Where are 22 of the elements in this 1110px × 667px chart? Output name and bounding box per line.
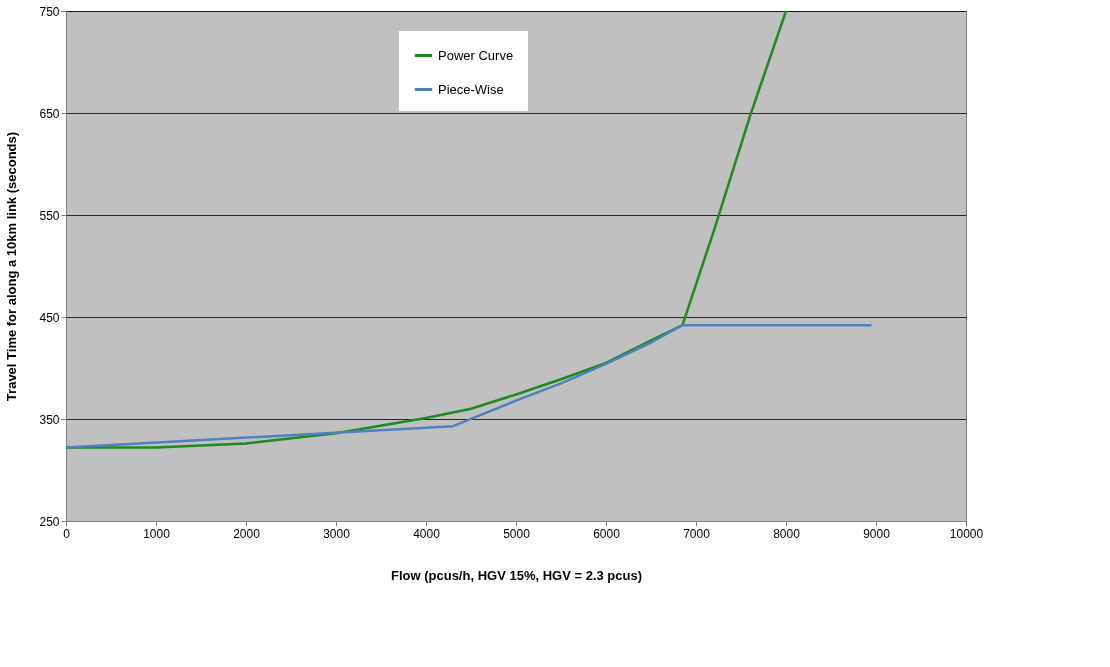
x-tick-label: 4000 bbox=[413, 526, 441, 541]
x-tick-label: 1000 bbox=[143, 526, 171, 541]
y-tick-label: 350 bbox=[39, 412, 60, 427]
y-tick-label: 250 bbox=[39, 514, 60, 529]
legend-label: Power Curve bbox=[438, 47, 514, 63]
line-series bbox=[64, 323, 873, 449]
x-tick-label: 5000 bbox=[503, 526, 531, 541]
x-tick-label: 2000 bbox=[233, 526, 261, 541]
y-tick-label: 750 bbox=[39, 4, 60, 19]
x-tick-label: 3000 bbox=[323, 526, 351, 541]
x-tick-label: 7000 bbox=[683, 526, 711, 541]
y-tick-label: 550 bbox=[39, 208, 60, 223]
x-tick-label: 9000 bbox=[863, 526, 891, 541]
x-axis-title: Flow (pcus/h, HGV 15%, HGV = 2.3 pcus) bbox=[390, 567, 643, 583]
x-tick-label: 8000 bbox=[773, 526, 801, 541]
y-axis-title: Travel Time for along a 10km link (seconds) bbox=[4, 131, 20, 402]
y-tick-label: 450 bbox=[39, 310, 60, 325]
legend-label: Piece-Wise bbox=[438, 81, 504, 97]
x-tick-label: 0 bbox=[63, 526, 71, 541]
y-tick-label: 650 bbox=[39, 106, 60, 121]
x-tick-label: 10000 bbox=[949, 526, 984, 541]
x-tick-label: 6000 bbox=[593, 526, 621, 541]
